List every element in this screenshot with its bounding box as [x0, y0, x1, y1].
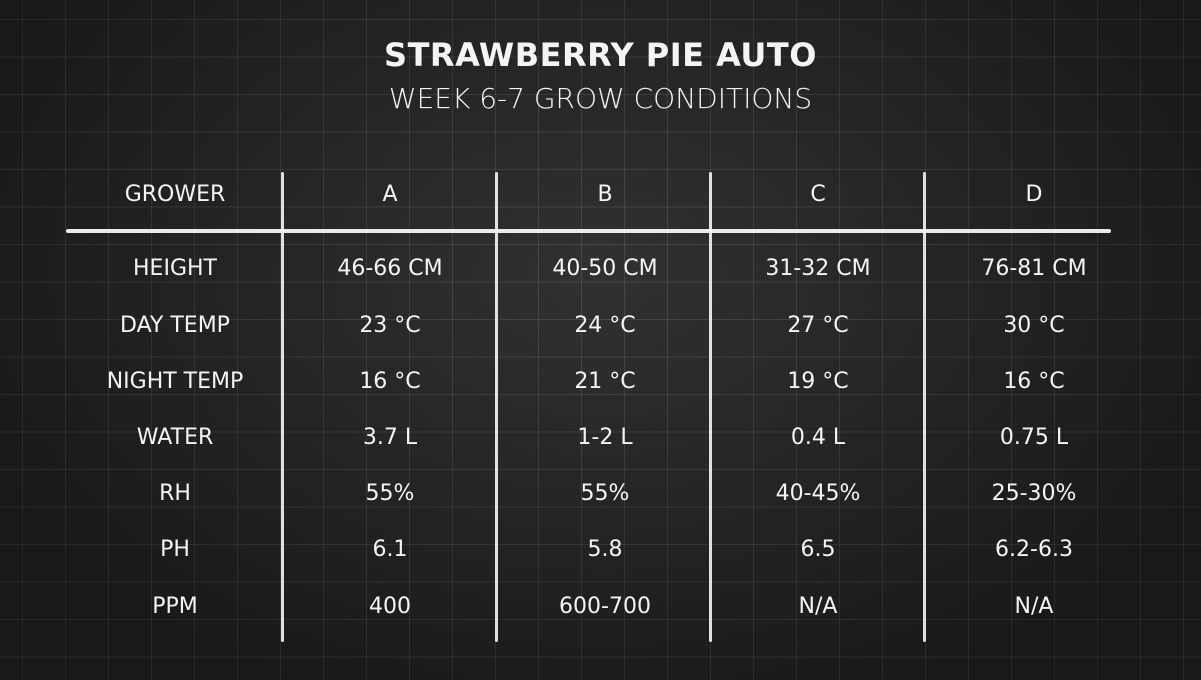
table-cell: 5.8 [587, 537, 623, 562]
header-grower: D [1025, 182, 1043, 207]
header-label: GROWER [124, 182, 226, 207]
table-cell: 40-50 CM [552, 256, 658, 281]
row-label: HEIGHT [133, 256, 217, 281]
table-cell: 76-81 CM [981, 256, 1087, 281]
table-cell: 30 °C [1003, 313, 1065, 338]
table-cell: 55% [580, 481, 630, 506]
row-label: NIGHT TEMP [106, 369, 244, 394]
row-label: RH [159, 481, 191, 506]
table-cell: 16 °C [1003, 369, 1065, 394]
table-cell: 24 °C [574, 313, 636, 338]
table-cell: 6.1 [372, 537, 408, 562]
table-cell: 40-45% [775, 481, 861, 506]
column-divider [495, 172, 498, 642]
row-label: PPM [152, 594, 198, 619]
table-cell: 600-700 [559, 594, 651, 619]
table-cell: 0.75 L [999, 425, 1069, 450]
table-cell: 6.5 [800, 537, 836, 562]
header-grower: C [810, 182, 826, 207]
page-title: STRAWBERRY PIE AUTO [384, 36, 817, 74]
row-label: DAY TEMP [120, 313, 230, 338]
table-cell: 27 °C [787, 313, 849, 338]
header-grower: A [382, 182, 398, 207]
column-divider [281, 172, 284, 642]
row-label: WATER [136, 425, 214, 450]
table-cell: 3.7 L [362, 425, 418, 450]
table-cell: 25-30% [991, 481, 1077, 506]
table-cell: 1-2 L [577, 425, 633, 450]
table-cell: 21 °C [574, 369, 636, 394]
table-cell: 31-32 CM [765, 256, 871, 281]
column-divider [709, 172, 712, 642]
header-grower: B [597, 182, 613, 207]
table-cell: 6.2-6.3 [995, 537, 1073, 562]
column-divider [923, 172, 926, 642]
page-subtitle: WEEK 6-7 GROW CONDITIONS [388, 82, 813, 115]
table-cell: N/A [1014, 594, 1054, 619]
table-cell: 55% [365, 481, 415, 506]
table-cell: 400 [369, 594, 411, 619]
table-cell: 19 °C [787, 369, 849, 394]
table-cell: 0.4 L [790, 425, 846, 450]
table-cell: 23 °C [359, 313, 421, 338]
header-divider [66, 229, 1111, 233]
table-cell: N/A [798, 594, 838, 619]
row-label: PH [160, 537, 190, 562]
table-cell: 16 °C [359, 369, 421, 394]
table-cell: 46-66 CM [337, 256, 443, 281]
